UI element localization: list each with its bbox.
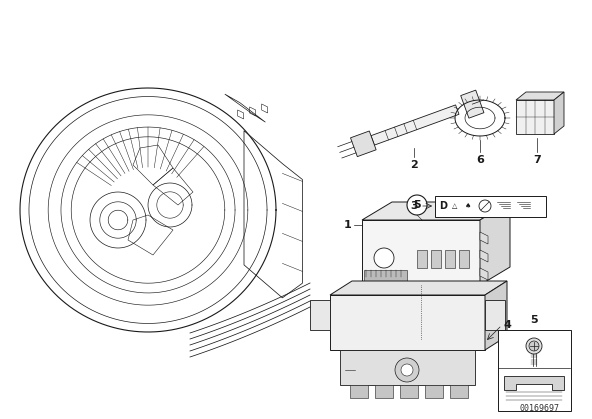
Polygon shape (362, 202, 510, 220)
Text: 4: 4 (504, 320, 512, 330)
Polygon shape (485, 300, 505, 330)
Text: 5: 5 (413, 200, 421, 210)
Polygon shape (350, 131, 376, 157)
Circle shape (407, 195, 427, 215)
Polygon shape (417, 250, 427, 268)
Text: 7: 7 (533, 155, 541, 165)
Polygon shape (330, 281, 507, 295)
Polygon shape (375, 385, 393, 398)
FancyBboxPatch shape (497, 329, 571, 411)
Polygon shape (504, 375, 564, 390)
Polygon shape (485, 281, 507, 350)
Polygon shape (450, 385, 468, 398)
FancyBboxPatch shape (435, 196, 545, 217)
Circle shape (395, 358, 419, 382)
Text: 5: 5 (530, 315, 538, 325)
Polygon shape (480, 202, 510, 285)
Text: △: △ (452, 203, 458, 209)
Text: 00169697: 00169697 (520, 404, 560, 413)
Polygon shape (425, 385, 443, 398)
Polygon shape (364, 270, 407, 282)
Polygon shape (340, 350, 475, 385)
Polygon shape (480, 268, 488, 280)
Text: 1: 1 (344, 220, 352, 230)
Polygon shape (310, 300, 330, 330)
Text: D: D (439, 201, 447, 211)
Polygon shape (554, 92, 564, 134)
Polygon shape (362, 220, 480, 285)
Polygon shape (371, 105, 459, 145)
Text: 2: 2 (410, 160, 418, 170)
Polygon shape (480, 250, 488, 262)
Circle shape (529, 341, 539, 351)
Polygon shape (330, 295, 485, 350)
Polygon shape (350, 385, 368, 398)
Polygon shape (461, 90, 484, 118)
Circle shape (401, 364, 413, 376)
Polygon shape (516, 92, 564, 100)
Circle shape (526, 338, 542, 354)
Polygon shape (400, 385, 418, 398)
Text: 3: 3 (410, 201, 418, 211)
Polygon shape (459, 250, 469, 268)
Polygon shape (431, 250, 441, 268)
Text: ♠: ♠ (465, 203, 471, 209)
Polygon shape (516, 100, 554, 134)
Polygon shape (480, 232, 488, 244)
Text: 6: 6 (476, 155, 484, 165)
Polygon shape (445, 250, 455, 268)
Circle shape (374, 248, 394, 268)
